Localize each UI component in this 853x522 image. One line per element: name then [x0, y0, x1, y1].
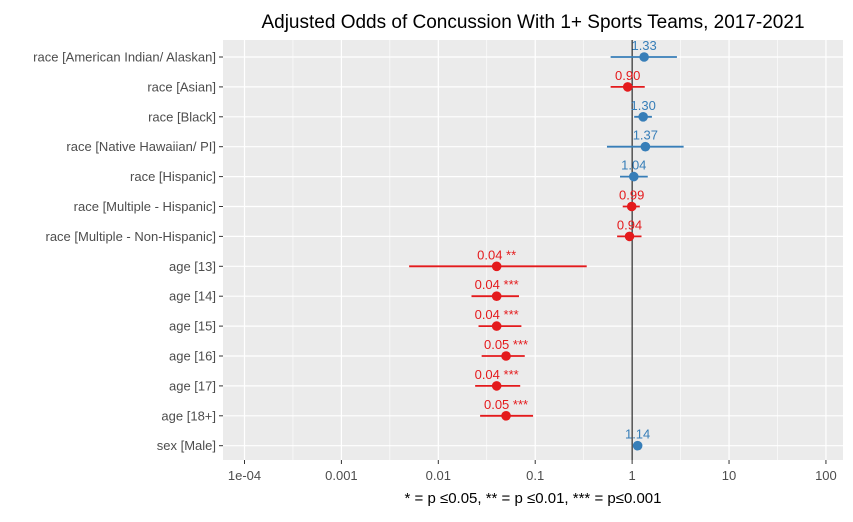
y-tick-label: race [American Indian/ Alaskan] [33, 50, 216, 65]
estimate-label: 0.94 [617, 217, 642, 232]
x-tick-label: 10 [722, 468, 736, 483]
estimate-label: 0.90 [615, 68, 640, 83]
estimate-label: 1.14 [625, 427, 650, 442]
estimate-label: 1.04 [621, 158, 646, 173]
y-tick-label: age [17] [169, 378, 216, 393]
y-tick-label: age [15] [169, 319, 216, 334]
estimate-label: 0.04 *** [475, 277, 519, 292]
estimate-label: 0.04 ** [477, 247, 516, 262]
estimate-point [632, 440, 643, 451]
estimate-label: 0.04 *** [475, 307, 519, 322]
estimate-point [501, 411, 511, 421]
x-tick-label: 1 [629, 468, 636, 483]
estimate-label: 1.37 [633, 128, 658, 143]
grid-lines [223, 40, 843, 460]
estimate-marks: 1.33 0.90 1.30 1.37 1.04 0.99 0.94 0.04 ** 0.04 … [409, 38, 684, 451]
estimate-point [491, 321, 502, 331]
estimate-label: 0.99 [619, 188, 644, 203]
x-tick-label: 0.1 [526, 468, 544, 483]
plot-panel [223, 40, 843, 460]
y-tick-label: race [Native Hawaiian/ PI] [66, 139, 216, 154]
chart-title: Adjusted Odds of Concussion With 1+ Spor… [261, 12, 804, 33]
estimate-point [622, 82, 633, 92]
y-tick-label: race [Asian] [147, 79, 216, 94]
y-tick-label: race [Hispanic] [130, 169, 216, 184]
x-tick-label: 0.01 [426, 468, 451, 483]
estimate-label: 1.33 [631, 38, 656, 53]
estimate-label: 1.30 [631, 98, 656, 113]
estimate-point [628, 171, 639, 182]
estimate-point [624, 231, 635, 242]
estimate-point [638, 112, 648, 122]
y-tick-label: race [Multiple - Hispanic] [74, 199, 216, 214]
estimate-label: 0.05 *** [484, 337, 528, 352]
estimate-point [626, 201, 637, 212]
y-tick-label: sex [Male] [157, 438, 216, 453]
estimate-point [640, 141, 651, 152]
x-axis: 1e-04 0.001 0.01 0.1 1 10 100 [228, 460, 837, 483]
estimate-point [639, 52, 649, 62]
estimate-label: 0.04 *** [475, 367, 519, 382]
x-tick-label: 0.001 [325, 468, 358, 483]
x-tick-label: 100 [815, 468, 837, 483]
y-tick-label: age [14] [169, 289, 216, 304]
estimate-point [501, 351, 511, 361]
y-tick-label: age [16] [169, 349, 216, 364]
x-tick-label: 1e-04 [228, 468, 261, 483]
estimate-label: 0.05 *** [484, 397, 528, 412]
estimate-point [491, 291, 502, 302]
y-axis: race [American Indian/ Alaskan] race [Asi… [33, 50, 223, 453]
y-tick-label: race [Black] [148, 109, 216, 124]
y-tick-label: age [13] [169, 259, 216, 274]
estimate-point [491, 261, 502, 272]
y-tick-label: race [Multiple - Non-Hispanic] [45, 229, 216, 244]
estimate-point [491, 381, 502, 391]
y-tick-label: age [18+] [161, 408, 216, 423]
x-axis-title: * = p ≤0.05, ** = p ≤0.01, *** = p≤0.001 [405, 490, 662, 507]
